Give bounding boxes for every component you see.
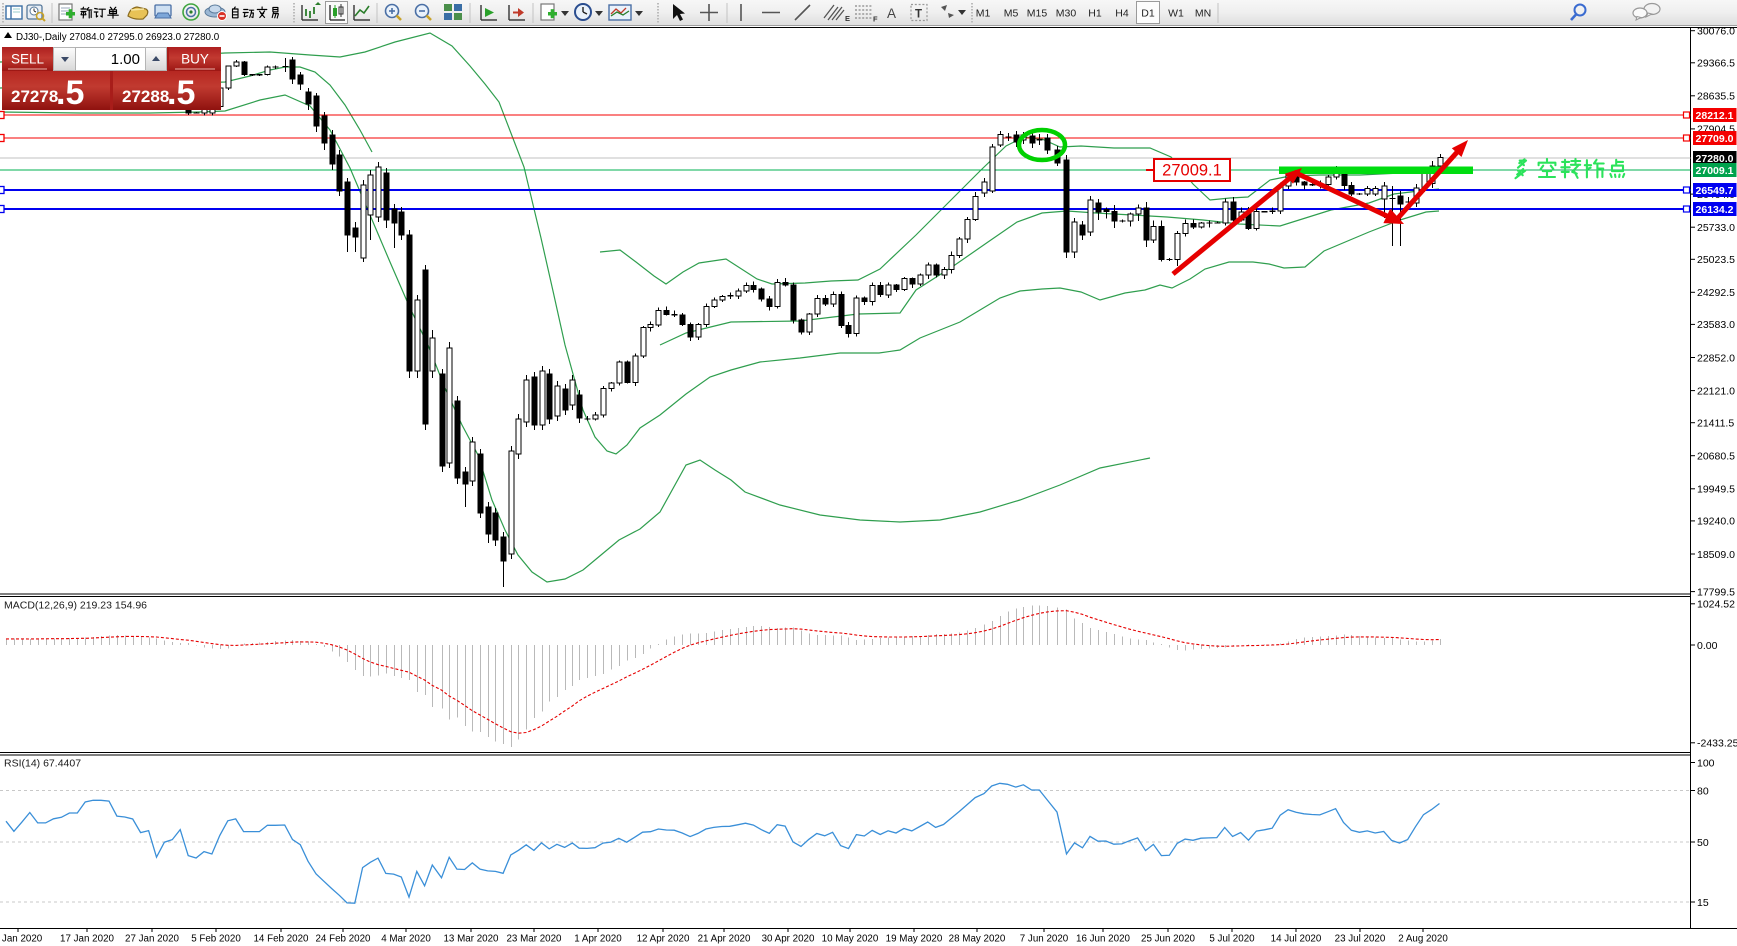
svg-text:10 May 2020: 10 May 2020 [822, 934, 879, 945]
svg-text:A: A [887, 6, 896, 21]
svg-text:BUY: BUY [181, 52, 209, 67]
svg-text:8 Jan 2020: 8 Jan 2020 [0, 934, 43, 945]
svg-text:5 Feb 2020: 5 Feb 2020 [191, 934, 241, 945]
svg-text:27009.1: 27009.1 [1696, 165, 1734, 177]
svg-text:F: F [873, 15, 878, 24]
svg-text:22852.0: 22852.0 [1697, 352, 1735, 364]
svg-text:H4: H4 [1115, 8, 1129, 20]
svg-text:27009.1: 27009.1 [1162, 162, 1222, 180]
svg-text:.5: .5 [167, 74, 195, 112]
svg-text:27288: 27288 [122, 87, 169, 106]
svg-text:19240.0: 19240.0 [1697, 516, 1735, 528]
svg-text:T: T [915, 9, 922, 21]
svg-text:18509.0: 18509.0 [1697, 549, 1735, 561]
svg-text:DJ30-,Daily 27084.0 27295.0 2: DJ30-,Daily 27084.0 27295.0 26923.0 2728… [16, 32, 220, 43]
svg-text:30 Apr 2020: 30 Apr 2020 [762, 934, 815, 945]
svg-text:100: 100 [1697, 757, 1715, 769]
svg-text:23583.0: 23583.0 [1697, 319, 1735, 331]
svg-text:7 Jun 2020: 7 Jun 2020 [1020, 934, 1069, 945]
svg-text:14 Jul 2020: 14 Jul 2020 [1271, 934, 1322, 945]
svg-text:M1: M1 [976, 8, 991, 20]
svg-text:12 Apr 2020: 12 Apr 2020 [637, 934, 690, 945]
svg-text:0.00: 0.00 [1697, 640, 1718, 652]
svg-text:1 Apr 2020: 1 Apr 2020 [574, 934, 622, 945]
svg-text:5 Jul 2020: 5 Jul 2020 [1209, 934, 1255, 945]
svg-text:28635.5: 28635.5 [1697, 91, 1735, 103]
svg-text:M5: M5 [1004, 8, 1019, 20]
svg-text:23 Mar 2020: 23 Mar 2020 [506, 934, 562, 945]
svg-text:M15: M15 [1027, 8, 1048, 20]
svg-text:15: 15 [1697, 897, 1709, 909]
svg-text:25023.5: 25023.5 [1697, 254, 1735, 266]
svg-text:27278: 27278 [11, 87, 58, 106]
svg-text:1.00: 1.00 [111, 51, 140, 68]
svg-text:25733.0: 25733.0 [1697, 222, 1735, 234]
svg-text:MACD(12,26,9) 219.23 154.96: MACD(12,26,9) 219.23 154.96 [4, 600, 147, 612]
svg-text:4 Mar 2020: 4 Mar 2020 [381, 934, 431, 945]
svg-text:1024.52: 1024.52 [1697, 599, 1735, 611]
svg-text:21 Apr 2020: 21 Apr 2020 [698, 934, 751, 945]
svg-text:23 Jul 2020: 23 Jul 2020 [1335, 934, 1386, 945]
svg-text:30076.0: 30076.0 [1697, 26, 1735, 38]
svg-text:W1: W1 [1168, 8, 1184, 20]
svg-text:24292.5: 24292.5 [1697, 287, 1735, 299]
svg-text:13 Mar 2020: 13 Mar 2020 [443, 934, 499, 945]
svg-text:24 Feb 2020: 24 Feb 2020 [315, 934, 371, 945]
svg-text:D1: D1 [1141, 8, 1155, 20]
svg-text:MN: MN [1195, 8, 1211, 20]
svg-text:27709.0: 27709.0 [1696, 133, 1734, 145]
svg-text:2 Aug 2020: 2 Aug 2020 [1398, 934, 1448, 945]
svg-text:M30: M30 [1056, 8, 1077, 20]
svg-text:27 Jan 2020: 27 Jan 2020 [125, 934, 179, 945]
svg-text:17799.5: 17799.5 [1697, 586, 1735, 598]
svg-text:25 Jun 2020: 25 Jun 2020 [1141, 934, 1195, 945]
svg-text:.5: .5 [56, 74, 84, 112]
svg-text:27280.0: 27280.0 [1696, 153, 1734, 165]
svg-text:22121.0: 22121.0 [1697, 385, 1735, 397]
svg-text:26549.7: 26549.7 [1696, 185, 1734, 197]
svg-text:17 Jan 2020: 17 Jan 2020 [60, 934, 114, 945]
svg-text:28212.1: 28212.1 [1696, 110, 1734, 122]
svg-text:29366.5: 29366.5 [1697, 58, 1735, 70]
svg-text:SELL: SELL [11, 52, 45, 67]
svg-text:RSI(14) 67.4407: RSI(14) 67.4407 [4, 758, 81, 770]
svg-text:-2433.25: -2433.25 [1697, 738, 1737, 750]
svg-text:80: 80 [1697, 785, 1709, 797]
svg-text:50: 50 [1697, 837, 1709, 849]
svg-text:28 May 2020: 28 May 2020 [949, 934, 1006, 945]
svg-text:19 May 2020: 19 May 2020 [886, 934, 943, 945]
svg-text:19949.5: 19949.5 [1697, 484, 1735, 496]
svg-text:21411.5: 21411.5 [1697, 418, 1734, 430]
svg-text:16 Jun 2020: 16 Jun 2020 [1076, 934, 1130, 945]
svg-text:14 Feb 2020: 14 Feb 2020 [253, 934, 309, 945]
svg-text:H1: H1 [1088, 8, 1102, 20]
svg-text:26134.2: 26134.2 [1696, 204, 1734, 216]
svg-text:E: E [845, 14, 850, 23]
svg-text:20680.5: 20680.5 [1697, 451, 1735, 463]
